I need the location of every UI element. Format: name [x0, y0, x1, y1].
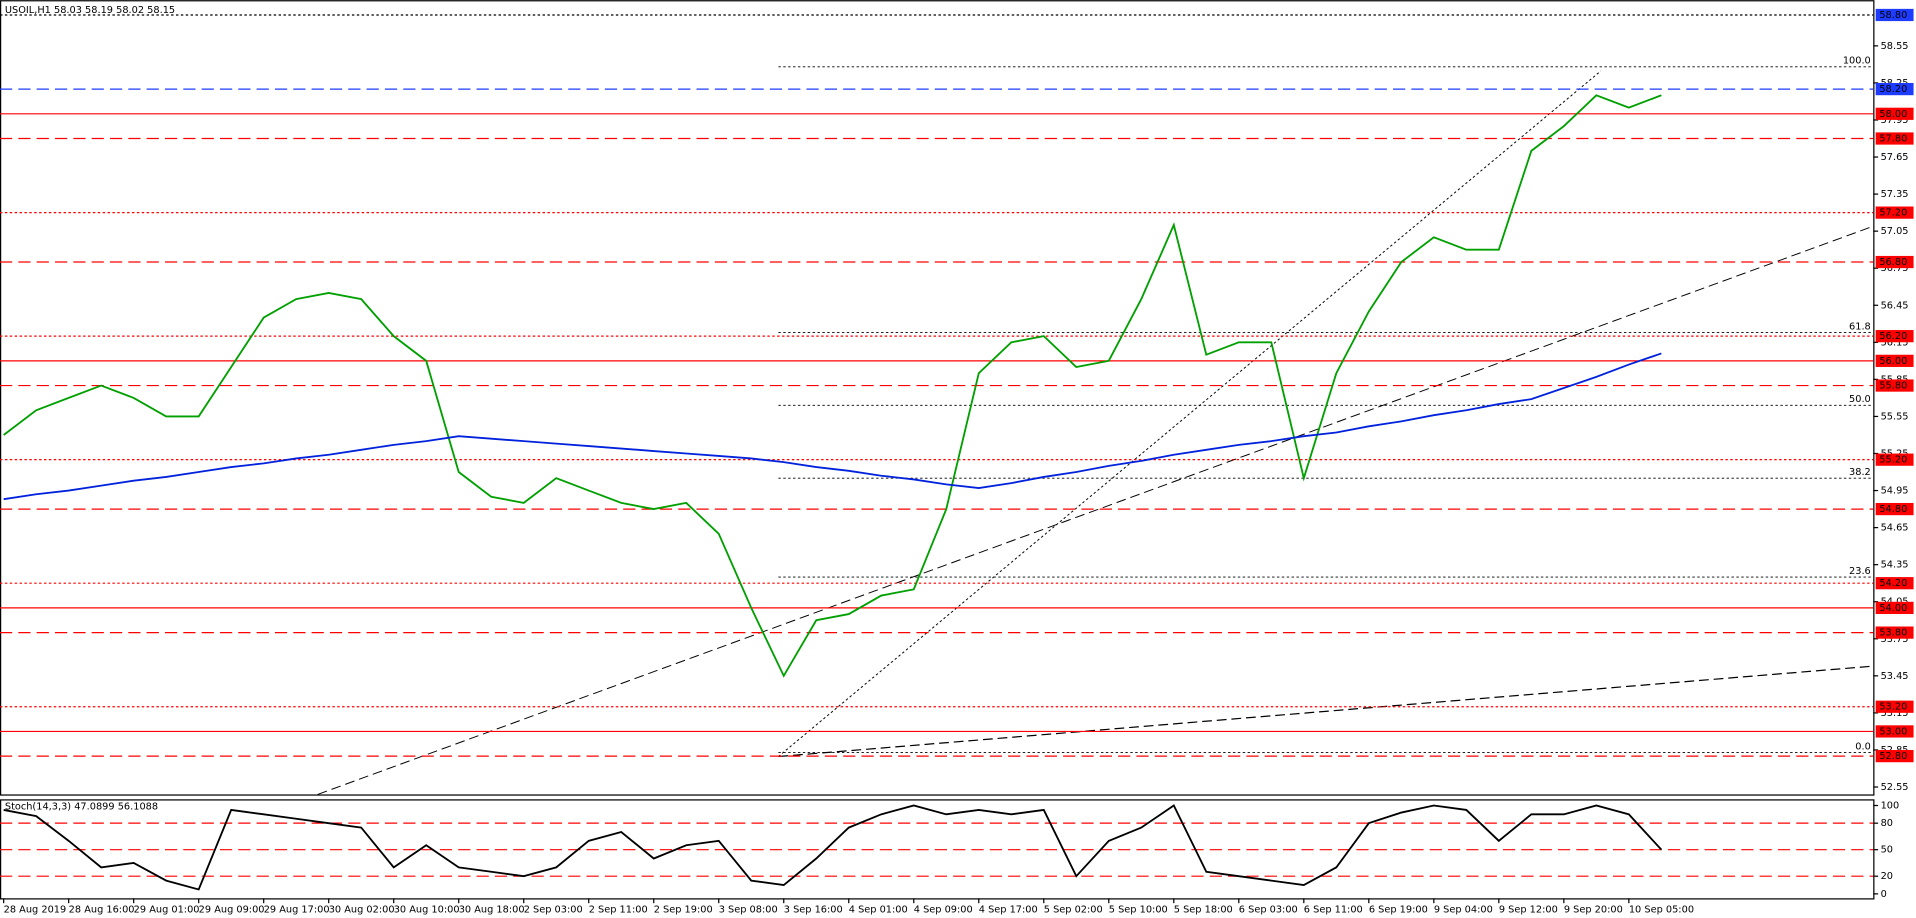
y-tick-label: 53.15 [1881, 708, 1909, 719]
trend-line [778, 665, 1874, 758]
y-tick-label: 55.55 [1881, 411, 1909, 422]
y-tick-label: 54.65 [1881, 523, 1909, 534]
x-tick-label: 28 Aug 16:00 [69, 904, 135, 915]
x-tick-label: 2 Sep 03:00 [524, 904, 583, 915]
level-label: 54.00 [1879, 603, 1907, 614]
level-label-box [1875, 700, 1914, 713]
x-tick-label: 9 Sep 12:00 [1499, 904, 1558, 915]
level-label: 53.20 [1879, 702, 1907, 713]
x-tick-label: 29 Aug 01:00 [134, 904, 200, 915]
level-label: 54.20 [1879, 578, 1907, 589]
x-tick-label: 4 Sep 09:00 [914, 904, 973, 915]
x-tick-label: 2 Sep 19:00 [654, 904, 713, 915]
y-tick-label: 58.55 [1881, 41, 1909, 52]
y-tick-label: 53.45 [1881, 671, 1909, 682]
y-tick-label: 100 [1881, 800, 1900, 811]
fib-label: 38.2 [1849, 467, 1871, 478]
level-label-box [1875, 206, 1914, 219]
level-label: 52.80 [1879, 751, 1907, 762]
level-label-box [1875, 8, 1914, 22]
level-label: 57.20 [1879, 208, 1907, 219]
y-tick-label: 57.65 [1881, 152, 1909, 163]
level-label-box [1875, 626, 1914, 639]
y-tick-label: 57.35 [1881, 189, 1909, 200]
series-line [3, 94, 1662, 678]
x-tick-label: 4 Sep 01:00 [849, 904, 908, 915]
level-label: 56.80 [1879, 257, 1907, 268]
x-tick-label: 6 Sep 11:00 [1304, 904, 1363, 915]
fib-label: 23.6 [1849, 566, 1871, 577]
level-label: 56.20 [1879, 331, 1907, 342]
fib-label: 100.0 [1843, 56, 1871, 67]
level-label-box [1875, 354, 1914, 367]
chart-title: USOIL,H1 58.03 58.19 58.02 58.15 [5, 5, 175, 16]
level-label: 55.80 [1879, 381, 1907, 392]
level-label: 55.20 [1879, 455, 1907, 466]
series-line [3, 804, 1663, 891]
fib-label: 61.8 [1849, 321, 1871, 332]
level-label: 53.80 [1879, 628, 1907, 639]
stoch-title: Stoch(14,3,3) 47.0899 56.1088 [5, 802, 158, 813]
level-label: 58.00 [1879, 109, 1907, 120]
x-tick-label: 2 Sep 11:00 [589, 904, 648, 915]
y-tick-label: 54.95 [1881, 486, 1909, 497]
x-tick-label: 5 Sep 10:00 [1109, 904, 1168, 915]
y-tick-label: 54.35 [1881, 560, 1909, 571]
y-tick-label: 57.05 [1881, 226, 1909, 237]
level-label: 56.00 [1879, 356, 1907, 367]
x-tick-label: 3 Sep 16:00 [784, 904, 843, 915]
x-tick-label: 28 Aug 2019 [4, 904, 67, 915]
x-tick-label: 9 Sep 20:00 [1564, 904, 1623, 915]
x-tick-label: 4 Sep 17:00 [979, 904, 1038, 915]
x-tick-label: 30 Aug 02:00 [329, 904, 395, 915]
level-label: 58.20 [1879, 84, 1907, 95]
fib-label: 50.0 [1849, 394, 1871, 405]
level-label: 58.80 [1879, 10, 1907, 21]
x-tick-label: 29 Aug 09:00 [199, 904, 265, 915]
y-tick-label: 57.95 [1881, 115, 1909, 126]
series-line [3, 352, 1662, 501]
level-label-box [1875, 132, 1914, 145]
y-tick-label: 0 [1881, 889, 1887, 900]
y-tick-label: 80 [1881, 818, 1893, 829]
level-label-box [1875, 502, 1914, 516]
level-label-box [1875, 107, 1914, 120]
x-tick-label: 5 Sep 02:00 [1044, 904, 1103, 915]
x-tick-label: 30 Aug 18:00 [459, 904, 525, 915]
level-label-box [1875, 453, 1914, 466]
level-label-box [1875, 601, 1914, 615]
x-tick-label: 30 Aug 10:00 [394, 904, 460, 915]
x-tick-label: 3 Sep 08:00 [719, 904, 778, 915]
y-tick-label: 56.15 [1881, 337, 1909, 348]
level-label-box [1875, 255, 1914, 269]
level-label: 57.80 [1879, 134, 1907, 145]
level-label-box [1875, 750, 1914, 763]
level-label-box [1875, 330, 1914, 343]
x-tick-label: 9 Sep 04:00 [1434, 904, 1493, 915]
y-tick-label: 53.75 [1881, 634, 1909, 645]
y-tick-label: 20 [1881, 871, 1893, 882]
x-tick-label: 10 Sep 05:00 [1629, 904, 1694, 915]
level-label-box [1875, 725, 1914, 738]
level-label-box [1875, 577, 1914, 590]
fib-label: 0.0 [1855, 741, 1871, 752]
y-tick-label: 56.75 [1881, 263, 1909, 274]
x-tick-label: 6 Sep 19:00 [1369, 904, 1428, 915]
x-tick-label: 29 Aug 17:00 [264, 904, 330, 915]
main-panel-frame [0, 0, 1875, 796]
level-label-box [1875, 82, 1914, 96]
y-tick-label: 50 [1881, 845, 1893, 856]
trend-line [317, 225, 1874, 795]
y-tick-label: 52.55 [1881, 782, 1909, 793]
y-tick-label: 56.45 [1881, 300, 1909, 311]
level-label: 53.00 [1879, 726, 1907, 737]
x-tick-label: 5 Sep 18:00 [1174, 904, 1233, 915]
level-label-box [1875, 379, 1914, 392]
level-label: 54.80 [1879, 504, 1907, 515]
x-tick-label: 6 Sep 03:00 [1239, 904, 1298, 915]
